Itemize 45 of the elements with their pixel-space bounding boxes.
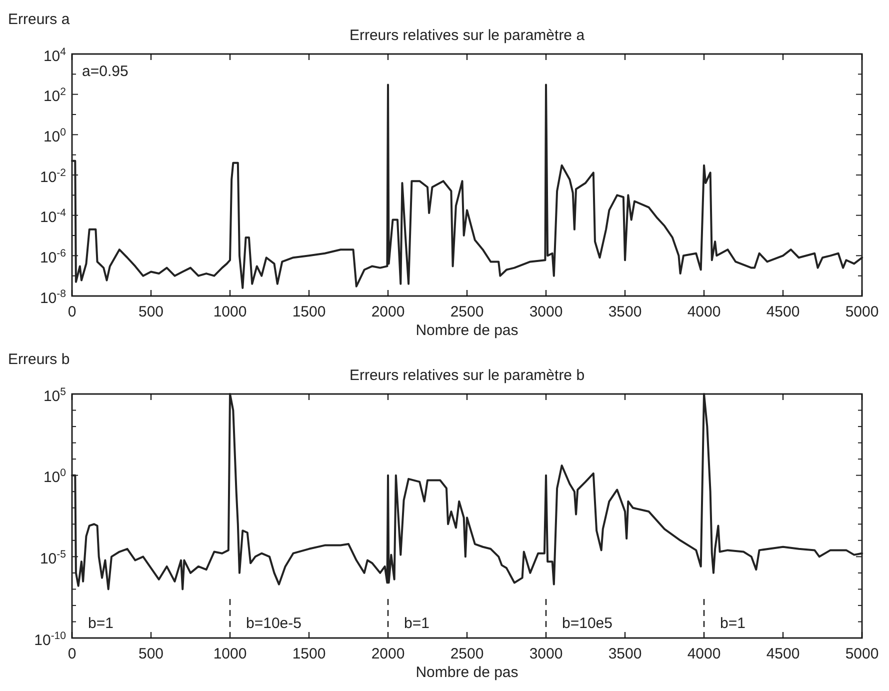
annotation: b=1: [88, 615, 114, 632]
chart-title: Erreurs relatives sur le paramètre b: [349, 367, 585, 384]
x-tick-label: 3000: [529, 646, 563, 663]
y-tick-label: 10$^{4}$: [43, 46, 66, 65]
y-tick-label: 10$^{0}$: [43, 126, 66, 146]
y-tick-label: 10$^{-10}$: [34, 630, 66, 649]
x-tick-label: 500: [138, 304, 164, 321]
x-tick-label: 1500: [292, 304, 326, 321]
x-tick-label: 1500: [292, 646, 326, 663]
y-tick-label: 10$^{-8}$: [40, 288, 66, 307]
x-tick-label: 500: [138, 646, 164, 663]
y-tick-label: 10$^{-6}$: [40, 247, 66, 266]
x-tick-label: 2500: [450, 304, 484, 321]
annotation: b=10e-5: [246, 615, 302, 632]
x-tick-label: 4500: [766, 646, 800, 663]
y-tick-label: 10$^{-2}$: [40, 166, 66, 186]
annotation: b=10e5: [562, 615, 612, 632]
x-tick-label: 2500: [450, 646, 484, 663]
annotation: a=0.95: [82, 63, 128, 80]
y-axis-title: Erreurs b: [8, 351, 70, 368]
annotation: b=1: [404, 615, 430, 632]
x-tick-label: 5000: [845, 646, 879, 663]
x-tick-label: 4000: [687, 646, 721, 663]
x-tick-label: 0: [68, 304, 76, 321]
x-tick-label: 2000: [371, 304, 405, 321]
x-tick-label: 3000: [529, 304, 563, 321]
x-tick-label: 4000: [687, 304, 721, 321]
annotation: b=1: [720, 615, 746, 632]
x-tick-label: 3500: [608, 646, 642, 663]
x-axis-title: Nombre de pas: [416, 664, 518, 681]
y-tick-label: 10$^{2}$: [43, 86, 66, 106]
x-tick-label: 1000: [213, 304, 247, 321]
y-tick-label: 10$^{-4}$: [40, 207, 66, 226]
x-axis-title: Nombre de pas: [416, 322, 518, 339]
x-tick-label: 1000: [213, 646, 247, 663]
y-tick-label: 10$^{0}$: [43, 467, 66, 486]
y-tick-label: 10$^{5}$: [43, 386, 66, 405]
x-tick-label: 3500: [608, 304, 642, 321]
x-tick-label: 0: [68, 646, 76, 663]
x-tick-label: 2000: [371, 646, 405, 663]
chart-title: Erreurs relatives sur le paramètre a: [349, 27, 586, 44]
y-axis-title: Erreurs a: [8, 11, 70, 28]
y-tick-label: 10$^{-5}$: [40, 548, 66, 568]
x-tick-label: 4500: [766, 304, 800, 321]
x-tick-label: 5000: [845, 304, 879, 321]
